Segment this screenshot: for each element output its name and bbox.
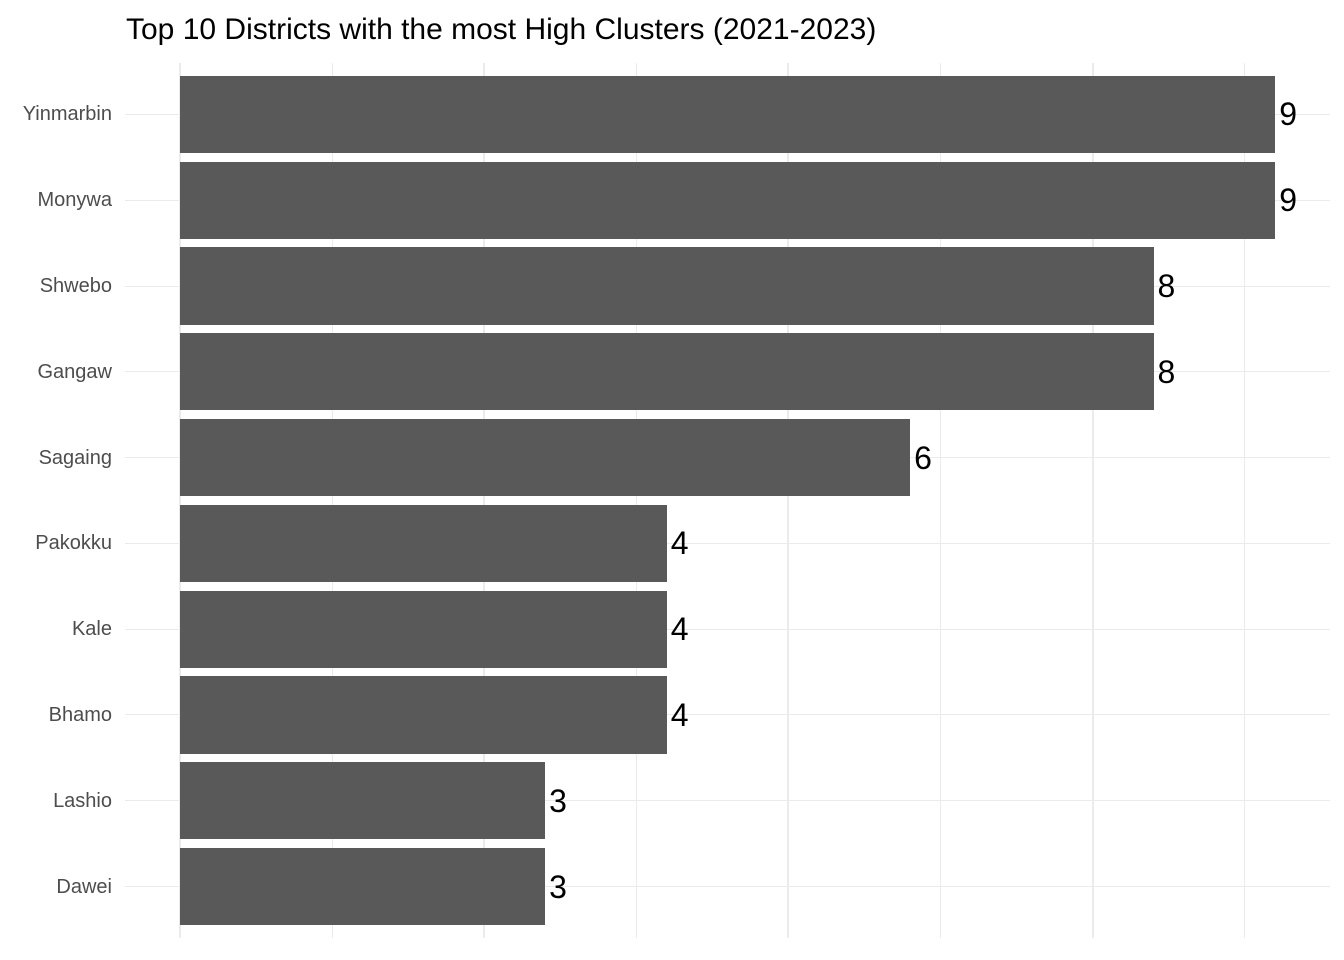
v-gridline-major xyxy=(1091,63,1094,938)
v-gridline-minor xyxy=(331,63,333,938)
v-gridline-minor xyxy=(635,63,637,938)
bar-value-label: 9 xyxy=(1279,96,1298,133)
h-gridline xyxy=(125,628,1330,630)
y-axis-tick-label: Gangaw xyxy=(37,360,113,383)
h-gridline xyxy=(125,800,1330,802)
y-axis-tick-label: Dawei xyxy=(56,875,112,898)
plot-panel: 9 9 8 8 6 4 4 4 3 3 xyxy=(125,63,1330,938)
bar-value-label: 3 xyxy=(549,782,567,819)
bar-value-label: 3 xyxy=(549,868,567,905)
y-axis-tick-label: Kale xyxy=(71,618,112,641)
bar-value-label: 4 xyxy=(670,696,689,733)
chart-title: Top 10 Districts with the most High Clus… xyxy=(126,13,877,46)
bar xyxy=(180,762,546,840)
y-axis-tick-label: Bhamo xyxy=(48,703,112,726)
h-gridline xyxy=(125,542,1330,544)
bar xyxy=(180,590,667,668)
h-gridline xyxy=(125,886,1330,888)
h-gridline xyxy=(125,714,1330,716)
y-axis-tick-label: Shwebo xyxy=(39,275,112,298)
bar xyxy=(180,847,546,926)
bar xyxy=(180,676,667,754)
y-axis-tick-label: Sagaing xyxy=(38,446,112,469)
bar xyxy=(180,247,1154,325)
v-gridline-major xyxy=(787,63,790,938)
y-axis-tick-label: Lashio xyxy=(53,789,112,812)
y-axis-tick-label: Monywa xyxy=(37,189,112,212)
bar-value-label: 8 xyxy=(1157,268,1176,305)
v-gridline-minor xyxy=(940,63,942,938)
bar-value-label: 8 xyxy=(1157,353,1176,390)
v-gridline-minor xyxy=(1244,63,1246,938)
bar xyxy=(180,161,1276,239)
bar-value-label: 4 xyxy=(670,611,689,648)
bar-value-label: 9 xyxy=(1279,182,1298,219)
bar xyxy=(180,75,1276,154)
y-axis-tick-label: Pakokku xyxy=(35,532,112,555)
y-axis-tick-label: Yinmarbin xyxy=(22,103,112,126)
v-gridline-major xyxy=(483,63,486,938)
bar-value-label: 6 xyxy=(914,439,932,476)
bar-value-label: 4 xyxy=(670,525,689,562)
bar xyxy=(180,419,911,497)
v-gridline-major xyxy=(179,63,181,938)
bar xyxy=(180,333,1154,411)
bar xyxy=(180,504,667,582)
